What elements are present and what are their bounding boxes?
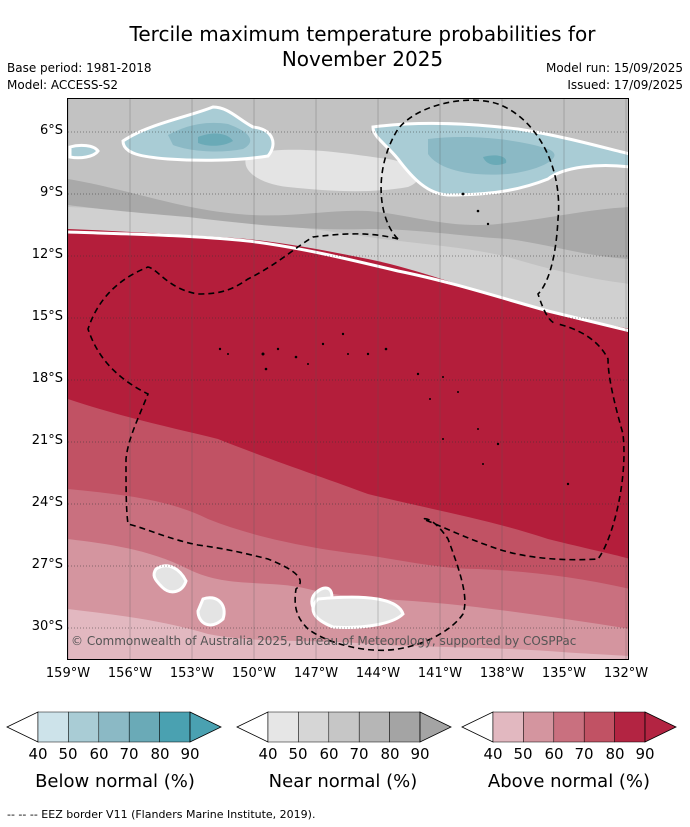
- tercile-boundary-line: [68, 230, 628, 333]
- cbar-below-tick: 60: [89, 745, 109, 763]
- cbar-above-tick: 70: [574, 745, 594, 763]
- cbar-above-tick: 60: [544, 745, 564, 763]
- near-normal-patch-southcentral: [311, 595, 405, 629]
- colorbar-cell: [328, 711, 360, 743]
- colorbar-cell-under: [236, 711, 269, 743]
- cbar-below-tick: 70: [119, 745, 139, 763]
- colorbar-cell: [98, 711, 130, 743]
- lat-label-9s: 9°S: [39, 185, 63, 200]
- cbar-near-tick: 60: [319, 745, 339, 763]
- eez-border-french-polynesia: [87, 233, 625, 652]
- colorbar-cell: [614, 711, 646, 743]
- cbar-above-tick: 40: [483, 745, 503, 763]
- base-period: Base period: 1981-2018: [7, 61, 152, 75]
- cbar-above-tick: 90: [635, 745, 655, 763]
- lon-label-132w: 132°W: [603, 666, 649, 681]
- map-area: © Commonwealth of Australia 2025, Bureau…: [67, 98, 629, 660]
- title-line-1: Tercile maximum temperature probabilitie…: [129, 22, 596, 46]
- cbar-near-tick: 80: [380, 745, 400, 763]
- below-50-far-west: [68, 143, 100, 160]
- eez-source-note: -- -- -- EEZ border V11 (Flanders Marine…: [7, 808, 316, 821]
- near-normal-patch-southwest: [152, 564, 188, 594]
- islands: [218, 192, 570, 486]
- colorbar-cell-under: [6, 711, 39, 743]
- lon-label-153w: 153°W: [169, 666, 215, 681]
- near-70-region: [68, 179, 628, 259]
- eez-border-marquesas: [380, 99, 560, 325]
- map-title: Tercile maximum temperature probabilitie…: [60, 22, 665, 72]
- colorbar-cell: [492, 711, 524, 743]
- colorbar-cell-over: [419, 711, 452, 743]
- lat-label-6s: 6°S: [39, 123, 63, 138]
- cbar-below-tick: 50: [58, 745, 78, 763]
- cbar-above-tick: 80: [605, 745, 625, 763]
- cbar-below-tick: 80: [150, 745, 170, 763]
- lon-label-138w: 138°W: [479, 666, 525, 681]
- below-70-west: [198, 133, 233, 146]
- lat-label-12s: 12°S: [31, 247, 63, 262]
- colorbar-below-title: Below normal (%): [35, 771, 195, 792]
- meta-left: Base period: 1981-2018 Model: ACCESS-S2: [7, 60, 152, 94]
- cbar-near-tick: 50: [288, 745, 308, 763]
- cbar-above-tick: 50: [513, 745, 533, 763]
- graticule: [68, 131, 628, 629]
- lat-label-15s: 15°S: [31, 309, 63, 324]
- colorbar-near-title: Near normal (%): [268, 771, 418, 792]
- colorbar-cell: [68, 711, 100, 743]
- colorbar-cell-over: [644, 711, 677, 743]
- near-40-region: [245, 149, 419, 192]
- colorbar-cell: [523, 711, 555, 743]
- lon-label-159w: 159°W: [45, 666, 91, 681]
- below-70-east: [483, 155, 507, 165]
- colorbar-cell-over: [189, 711, 222, 743]
- colorbar-cell-under: [461, 711, 494, 743]
- colorbar-cell: [583, 711, 615, 743]
- colorbar-cell: [37, 711, 69, 743]
- cbar-below-tick: 40: [28, 745, 48, 763]
- colorbar-near: [236, 711, 452, 743]
- colorbar-above-title: Above normal (%): [487, 771, 651, 792]
- title-line-2: November 2025: [281, 47, 444, 71]
- colorbar-cell: [128, 711, 160, 743]
- colorbar-cell: [553, 711, 585, 743]
- above-50-region: [68, 609, 628, 659]
- cbar-near-tick: 70: [349, 745, 369, 763]
- lon-label-144w: 144°W: [355, 666, 401, 681]
- cbar-near-tick: 40: [258, 745, 278, 763]
- colorbar-cell: [389, 711, 421, 743]
- model-run: Model run: 15/09/2025: [545, 61, 683, 75]
- lon-label-135w: 135°W: [541, 666, 587, 681]
- cbar-below-tick: 90: [180, 745, 200, 763]
- copyright-notice: © Commonwealth of Australia 2025, Bureau…: [71, 634, 577, 648]
- lat-label-27s: 27°S: [31, 557, 63, 572]
- colorbar-above: [461, 711, 677, 743]
- model-name: Model: ACCESS-S2: [7, 78, 119, 92]
- meta-right: Model run: 15/09/2025 Issued: 17/09/2025: [546, 60, 683, 94]
- colorbar-cell: [298, 711, 330, 743]
- colorbar-cell: [358, 711, 390, 743]
- lat-label-18s: 18°S: [31, 371, 63, 386]
- lon-label-147w: 147°W: [293, 666, 339, 681]
- lon-label-141w: 141°W: [417, 666, 463, 681]
- map-canvas: [68, 99, 628, 659]
- issued-date: Issued: 17/09/2025: [567, 78, 683, 92]
- colorbar-cell: [267, 711, 299, 743]
- lat-label-24s: 24°S: [31, 495, 63, 510]
- cbar-near-tick: 90: [410, 745, 430, 763]
- lon-label-156w: 156°W: [107, 666, 153, 681]
- lat-label-30s: 30°S: [31, 619, 63, 634]
- colorbar-cell: [159, 711, 191, 743]
- colorbar-below: [6, 711, 222, 743]
- near-normal-patch-south-far: [196, 596, 226, 627]
- meridians: [68, 99, 627, 659]
- lat-label-21s: 21°S: [31, 433, 63, 448]
- lon-label-150w: 150°W: [231, 666, 277, 681]
